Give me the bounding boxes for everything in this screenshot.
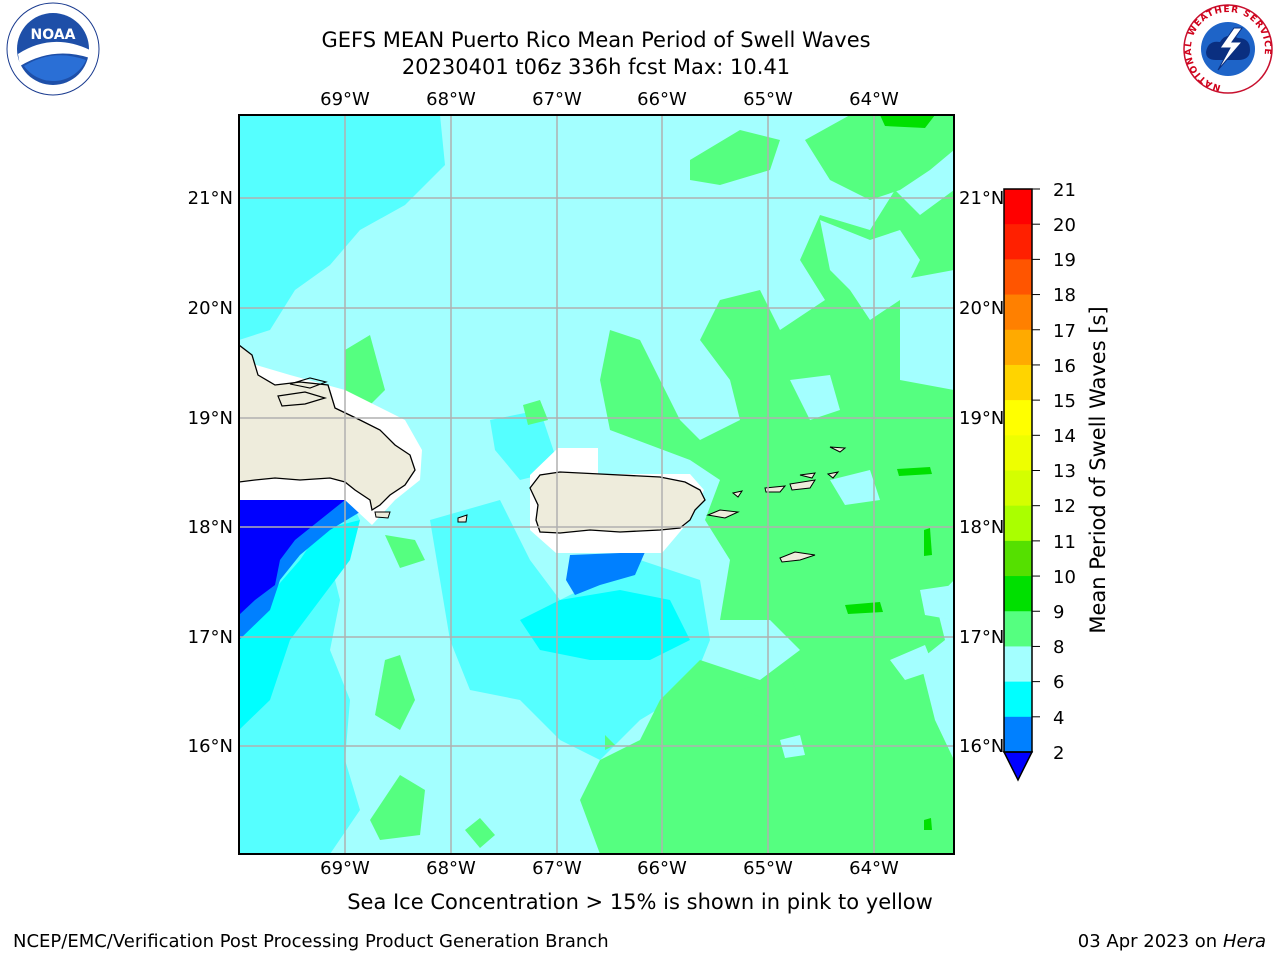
lon-label: 67°W xyxy=(532,89,582,110)
colorbar-swatch xyxy=(1004,259,1032,296)
colorbar-swatch xyxy=(1004,364,1032,401)
colorbar-tick: 13 xyxy=(1053,461,1076,482)
colorbar-tick: 10 xyxy=(1053,567,1076,588)
colorbar-tick: 4 xyxy=(1053,708,1064,729)
colorbar-tick: 9 xyxy=(1053,602,1064,623)
lat-label: 18°N xyxy=(188,517,233,538)
map-frame xyxy=(238,114,955,855)
colorbar-swatch xyxy=(1004,329,1032,366)
colorbar-swatch xyxy=(1004,400,1032,436)
colorbar-swatch xyxy=(1004,681,1032,718)
colorbar-tick: 18 xyxy=(1053,285,1076,306)
lon-label: 68°W xyxy=(426,858,476,879)
lat-label: 18°N xyxy=(959,517,1004,538)
colorbar-tick: 17 xyxy=(1053,321,1076,342)
footer-machine: Hera xyxy=(1222,931,1266,952)
colorbar-swatch xyxy=(1004,716,1032,753)
noaa-logo-text: NOAA xyxy=(31,27,76,43)
colorbar-swatch xyxy=(1004,540,1032,577)
lat-label: 16°N xyxy=(188,736,233,757)
lat-label: 19°N xyxy=(188,408,233,429)
noaa-logo-icon: NOAA xyxy=(6,2,100,96)
colorbar-ticks: 21 20 19 18 17 16 15 14 13 12 11 10 9 8 … xyxy=(1053,180,1076,764)
colorbar-swatch xyxy=(1004,611,1032,647)
swell-period-field xyxy=(239,115,954,854)
lat-label: 21°N xyxy=(959,188,1004,209)
colorbar-tick: 15 xyxy=(1053,391,1076,412)
nws-logo-icon: NATIONAL WEATHER SERVICE xyxy=(1183,4,1273,94)
lat-label: 20°N xyxy=(959,298,1004,319)
footer-date: 03 Apr 2023 on Hera xyxy=(1078,931,1266,952)
colorbar-tick: 14 xyxy=(1053,426,1076,447)
lon-label: 66°W xyxy=(637,858,687,879)
lat-label: 17°N xyxy=(959,627,1004,648)
footer-date-text: 03 Apr 2023 on xyxy=(1077,931,1223,952)
colorbar-extend-triangle xyxy=(1002,751,1034,782)
footer-branch: NCEP/EMC/Verification Post Processing Pr… xyxy=(13,931,609,952)
lon-label: 69°W xyxy=(320,89,370,110)
lon-label: 69°W xyxy=(320,858,370,879)
colorbar-tick: 16 xyxy=(1053,356,1076,377)
lat-labels-right: 21°N 20°N 19°N 18°N 17°N 16°N xyxy=(959,188,1004,757)
lon-label: 64°W xyxy=(849,858,899,879)
lon-label: 68°W xyxy=(426,89,476,110)
lon-label: 66°W xyxy=(637,89,687,110)
colorbar-swatch xyxy=(1004,646,1032,683)
colorbar-swatch xyxy=(1004,189,1032,225)
colorbar-tick: 8 xyxy=(1053,637,1064,658)
colorbar-tick: 12 xyxy=(1053,496,1076,517)
colorbar-swatch xyxy=(1004,470,1032,507)
colorbar-tick: 21 xyxy=(1053,180,1076,201)
map-gridlines xyxy=(239,115,954,854)
lon-label: 65°W xyxy=(743,858,793,879)
colorbar-swatch xyxy=(1004,435,1032,471)
colorbar-tick: 2 xyxy=(1053,743,1064,764)
lat-label: 17°N xyxy=(188,627,233,648)
lat-labels-left: 21°N 20°N 19°N 18°N 17°N 16°N xyxy=(188,188,233,757)
colorbar xyxy=(1004,188,1040,753)
colorbar-swatch xyxy=(1004,224,1032,260)
lon-label: 67°W xyxy=(532,858,582,879)
lon-labels-bottom: 69°W 68°W 67°W 66°W 65°W 64°W xyxy=(320,858,899,879)
colorbar-swatch xyxy=(1004,294,1032,331)
lat-label: 21°N xyxy=(188,188,233,209)
colorbar-swatch xyxy=(1004,576,1032,612)
lat-label: 20°N xyxy=(188,298,233,319)
lon-label: 64°W xyxy=(849,89,899,110)
colorbar-swatch xyxy=(1004,505,1032,542)
colorbar-label: Mean Period of Swell Waves [s] xyxy=(1086,306,1110,633)
lon-label: 65°W xyxy=(743,89,793,110)
colorbar-tick: 11 xyxy=(1053,532,1076,553)
colorbar-tick: 19 xyxy=(1053,250,1076,271)
colorbar-tick: 20 xyxy=(1053,215,1076,236)
lat-label: 16°N xyxy=(959,736,1004,757)
lon-labels-top: 69°W 68°W 67°W 66°W 65°W 64°W xyxy=(320,89,899,110)
chart-title: GEFS MEAN Puerto Rico Mean Period of Swe… xyxy=(321,28,871,52)
chart-subtitle: 20230401 t06z 336h fcst Max: 10.41 xyxy=(401,55,791,79)
lat-label: 19°N xyxy=(959,408,1004,429)
sea-ice-note: Sea Ice Concentration > 15% is shown in … xyxy=(347,890,933,914)
colorbar-frame xyxy=(1003,188,1033,753)
colorbar-tick: 6 xyxy=(1053,672,1064,693)
